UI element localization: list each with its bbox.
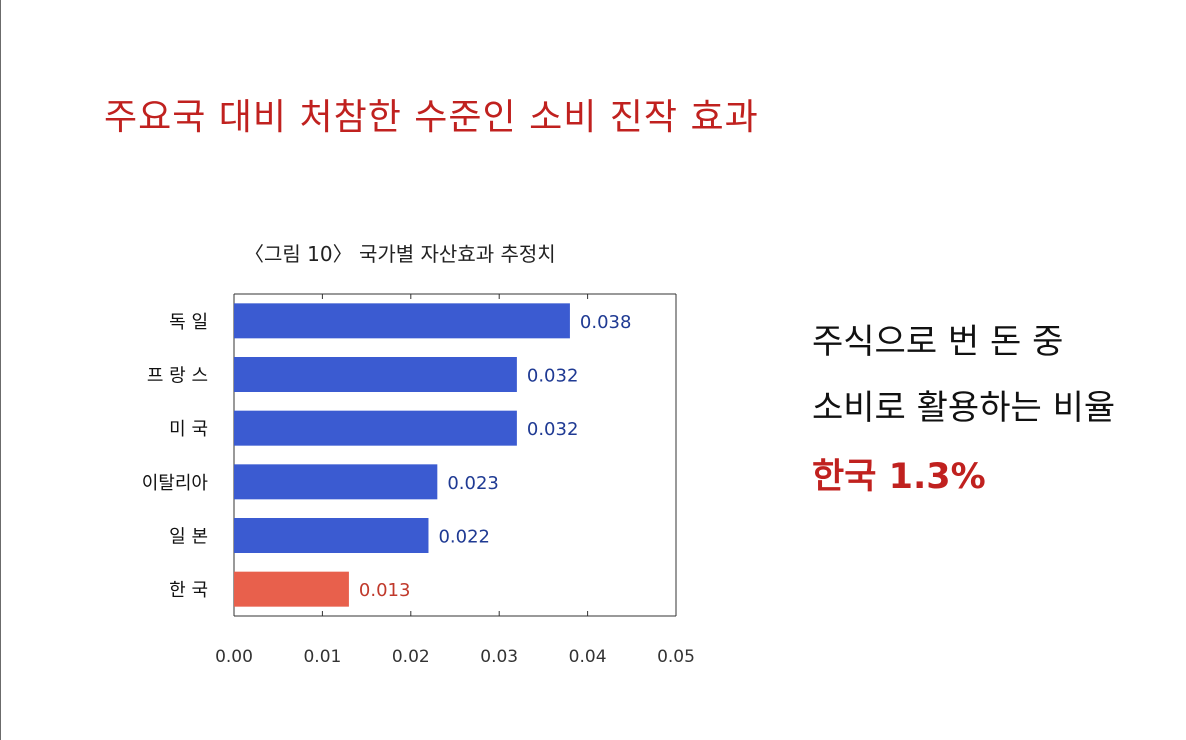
chart-title: 〈그림 10〉 국가별 자산효과 추정치 — [244, 242, 556, 266]
bar — [234, 518, 429, 553]
bar — [234, 410, 517, 446]
data-label: 0.022 — [438, 527, 490, 548]
data-label: 0.023 — [447, 473, 499, 494]
data-label: 0.032 — [527, 419, 579, 440]
x-tick-label: 0.05 — [657, 647, 695, 667]
data-label: 0.013 — [359, 580, 411, 601]
category-label: 한 국 — [169, 580, 208, 601]
note-line-2: 소비로 활용하는 비율 — [812, 388, 1116, 428]
bar — [234, 303, 570, 339]
asset-effect-bar-chart: 0.00 0.01 0.02 0.03 0.04 0.05 독 일 0.038 프 랑 스 0.0… — [142, 293, 695, 667]
bar — [234, 464, 438, 500]
data-label: 0.038 — [580, 312, 632, 333]
x-tick-label: 0.04 — [569, 647, 607, 667]
x-tick-label: 0.01 — [303, 647, 341, 667]
slide-title: 주요국 대비 처참한 수준인 소비 진작 효과 — [104, 97, 759, 138]
data-label: 0.032 — [527, 366, 579, 387]
x-tick-label: 0.03 — [480, 647, 518, 667]
note-highlight: 한국 1.3% — [812, 457, 986, 497]
category-label: 이탈리아 — [142, 473, 209, 494]
note-line-1: 주식으로 번 돈 중 — [812, 322, 1064, 362]
bar — [234, 571, 349, 607]
x-tick-label: 0.00 — [215, 647, 253, 667]
category-label: 일 본 — [169, 527, 208, 548]
slide-left-border — [0, 0, 1, 740]
bar — [234, 357, 517, 392]
category-label: 프 랑 스 — [147, 366, 208, 387]
category-label: 독 일 — [169, 312, 208, 333]
x-tick-label: 0.02 — [392, 647, 430, 667]
category-label: 미 국 — [169, 419, 208, 440]
